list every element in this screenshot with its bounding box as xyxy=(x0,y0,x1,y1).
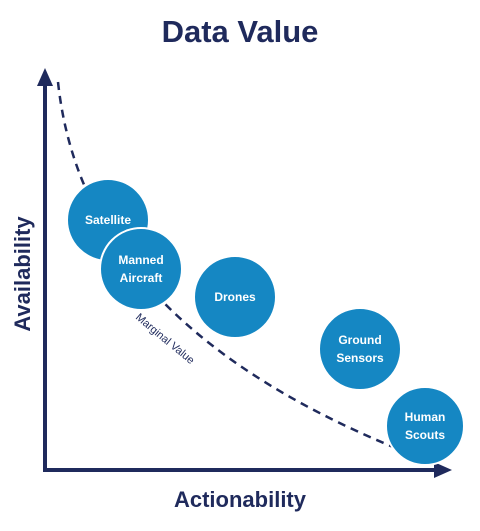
bubble-ground-sensors: Ground Sensors xyxy=(318,307,402,391)
diagram-title: Data Value xyxy=(161,14,319,49)
bubble-satellite-label: Satellite xyxy=(85,213,131,227)
bubble-drones: Drones xyxy=(193,255,277,339)
curve-label-wrapper: Marginal Value xyxy=(133,311,196,367)
bubble-human-scouts-label-line1: Human xyxy=(405,410,446,424)
y-axis-label: Availability xyxy=(10,216,35,332)
bubble-manned-aircraft: Manned Aircraft xyxy=(99,227,183,311)
bubble-manned-aircraft-label-line1: Manned xyxy=(118,253,163,267)
marginal-value-label: Marginal Value xyxy=(133,311,196,367)
bubble-human-scouts-label-line2: Scouts xyxy=(405,428,445,442)
x-axis-arrow xyxy=(434,462,452,478)
bubble-human-scouts: Human Scouts xyxy=(385,386,465,466)
x-axis-label: Actionability xyxy=(173,487,306,512)
y-axis-arrow xyxy=(37,68,53,86)
bubble-ground-sensors-label-line1: Ground xyxy=(338,333,381,347)
bubble-drones-label: Drones xyxy=(214,290,256,304)
bubble-ground-sensors-label-line2: Sensors xyxy=(336,351,384,365)
bubble-manned-aircraft-label-line2: Aircraft xyxy=(120,271,163,285)
